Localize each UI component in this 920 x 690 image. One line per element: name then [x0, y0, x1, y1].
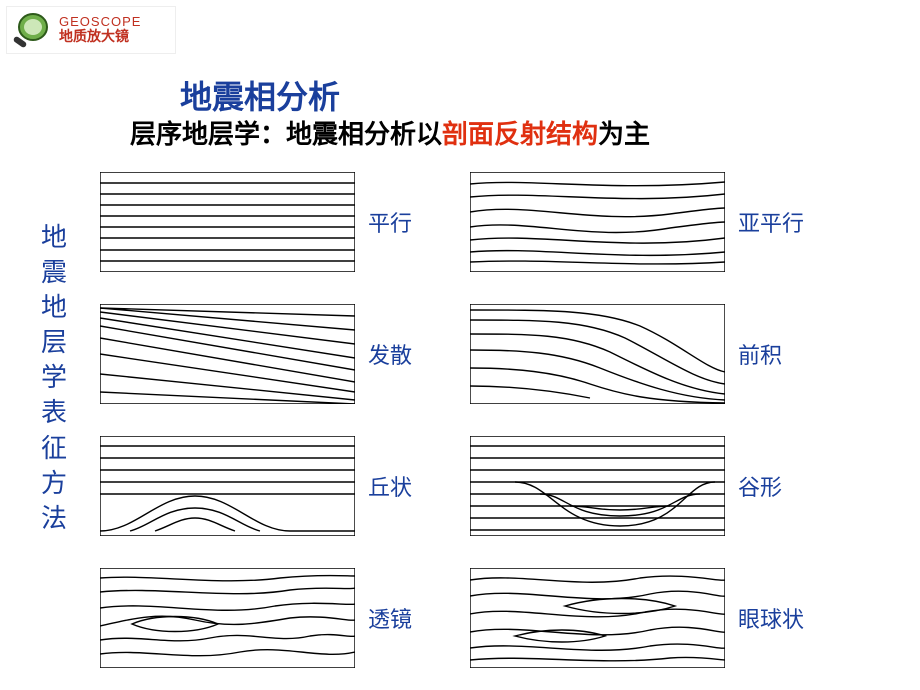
label-progradation: 前积 [730, 338, 840, 370]
logo-text: GEOSCOPE 地质放大镜 [59, 15, 141, 45]
diagram-parallel [100, 172, 355, 272]
logo-en: GEOSCOPE [59, 15, 141, 29]
diagram-trough [470, 436, 725, 536]
logo-cn: 地质放大镜 [59, 29, 141, 44]
subtitle-highlight: 剖面反射结构 [442, 119, 598, 149]
diagram-subparallel [470, 172, 725, 272]
vertical-label: 地震地层学表征方法 [40, 220, 68, 536]
subtitle-prefix: 层序地层学：地震相分析以 [130, 119, 442, 149]
diagram-progradation [470, 304, 725, 404]
magnifier-icon [11, 11, 53, 49]
diagram-eyeball [470, 568, 725, 668]
diagram-lens [100, 568, 355, 668]
label-subparallel: 亚平行 [730, 206, 840, 238]
label-mound: 丘状 [360, 470, 470, 502]
diagram-grid: 平行 亚平行发散 前积丘状 谷形透镜 眼球状 [100, 158, 900, 682]
label-eyeball: 眼球状 [730, 602, 840, 634]
label-trough: 谷形 [730, 470, 840, 502]
diagram-divergent [100, 304, 355, 404]
diagram-mound [100, 436, 355, 536]
subtitle-suffix: 为主 [598, 119, 650, 149]
label-lens: 透镜 [360, 602, 470, 634]
subtitle: 层序地层学：地震相分析以剖面反射结构为主 [130, 114, 650, 151]
logo: GEOSCOPE 地质放大镜 [6, 6, 176, 54]
label-divergent: 发散 [360, 338, 470, 370]
label-parallel: 平行 [360, 206, 470, 238]
page-title: 地震相分析 [180, 72, 340, 118]
